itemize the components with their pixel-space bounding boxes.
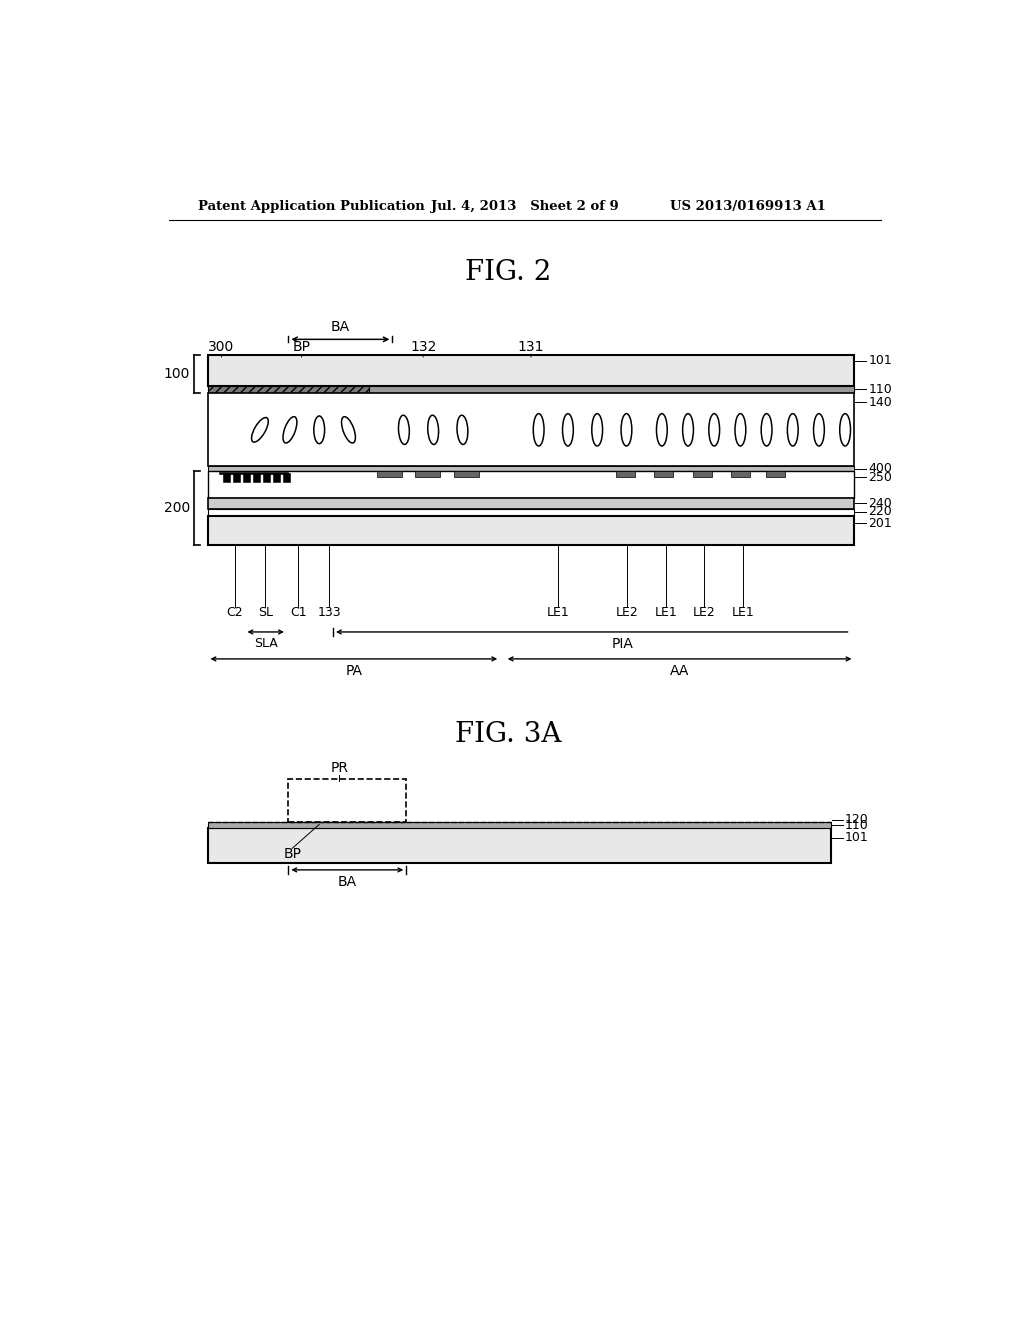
Ellipse shape	[534, 413, 544, 446]
Ellipse shape	[342, 417, 355, 444]
Text: 100: 100	[164, 367, 189, 381]
Ellipse shape	[457, 416, 468, 445]
Bar	[233, 473, 240, 482]
Text: LE2: LE2	[615, 606, 639, 619]
Ellipse shape	[398, 416, 410, 445]
Bar	[273, 473, 280, 482]
Text: SLA: SLA	[254, 638, 278, 649]
Text: PA: PA	[345, 664, 362, 678]
Text: C2: C2	[226, 606, 243, 619]
Bar	[208, 516, 854, 545]
Bar	[253, 473, 260, 482]
Text: 120: 120	[845, 813, 869, 826]
Bar	[208, 355, 854, 385]
Text: Jul. 4, 2013   Sheet 2 of 9: Jul. 4, 2013 Sheet 2 of 9	[431, 199, 618, 213]
Text: BP: BP	[293, 341, 310, 354]
Text: 110: 110	[868, 383, 892, 396]
Text: 200: 200	[164, 502, 189, 515]
Text: LE1: LE1	[547, 606, 569, 619]
Text: LE1: LE1	[731, 606, 754, 619]
Text: Patent Application Publication: Patent Application Publication	[199, 199, 425, 213]
Bar	[766, 471, 785, 478]
Text: AA: AA	[670, 664, 689, 678]
Bar	[243, 473, 250, 482]
Text: 101: 101	[845, 832, 869, 843]
Text: FIG. 3A: FIG. 3A	[455, 721, 561, 748]
Text: 300: 300	[208, 341, 234, 354]
Text: 101: 101	[868, 354, 892, 367]
Ellipse shape	[428, 416, 438, 445]
Ellipse shape	[621, 413, 632, 446]
Bar	[377, 471, 401, 478]
Text: LE2: LE2	[693, 606, 716, 619]
Bar	[208, 498, 854, 508]
Text: FIG. 2: FIG. 2	[465, 259, 551, 286]
Bar	[283, 473, 290, 482]
Ellipse shape	[283, 417, 297, 444]
Text: 220: 220	[868, 506, 892, 519]
Ellipse shape	[813, 413, 824, 446]
Bar	[289, 779, 407, 822]
Text: US 2013/0169913 A1: US 2013/0169913 A1	[670, 199, 825, 213]
Text: PIA: PIA	[611, 638, 634, 651]
Text: 400: 400	[868, 462, 892, 475]
Ellipse shape	[735, 413, 745, 446]
Text: SL: SL	[258, 606, 272, 619]
Text: 133: 133	[317, 606, 341, 619]
Text: LE1: LE1	[654, 606, 677, 619]
Bar	[416, 471, 440, 478]
Bar	[208, 393, 854, 466]
Bar	[654, 471, 674, 478]
Bar	[223, 473, 230, 482]
Ellipse shape	[761, 413, 772, 446]
Text: 140: 140	[868, 396, 892, 409]
Bar	[263, 473, 270, 482]
Ellipse shape	[656, 413, 668, 446]
Ellipse shape	[313, 416, 325, 444]
Bar	[208, 466, 854, 471]
Text: 110: 110	[845, 818, 869, 832]
Ellipse shape	[592, 413, 602, 446]
Bar	[615, 471, 635, 478]
Text: 201: 201	[868, 517, 892, 529]
Text: BA: BA	[337, 875, 356, 890]
Text: BP: BP	[284, 847, 301, 862]
Text: PR: PR	[330, 762, 348, 775]
Bar	[692, 471, 712, 478]
Text: 131: 131	[518, 341, 544, 354]
Bar	[208, 508, 854, 516]
Text: 250: 250	[868, 471, 892, 483]
Bar	[219, 471, 289, 474]
Text: 132: 132	[410, 341, 436, 354]
Bar	[454, 471, 478, 478]
Ellipse shape	[787, 413, 798, 446]
Ellipse shape	[683, 413, 693, 446]
Ellipse shape	[709, 413, 720, 446]
Ellipse shape	[252, 417, 268, 442]
Bar	[208, 822, 831, 829]
Text: C1: C1	[290, 606, 307, 619]
Bar	[208, 471, 854, 498]
Text: 240: 240	[868, 496, 892, 510]
Bar	[731, 471, 751, 478]
Bar	[208, 385, 854, 393]
Text: BA: BA	[331, 319, 350, 334]
Bar	[208, 829, 831, 863]
Ellipse shape	[562, 413, 573, 446]
Bar	[208, 385, 370, 393]
Ellipse shape	[840, 413, 851, 446]
